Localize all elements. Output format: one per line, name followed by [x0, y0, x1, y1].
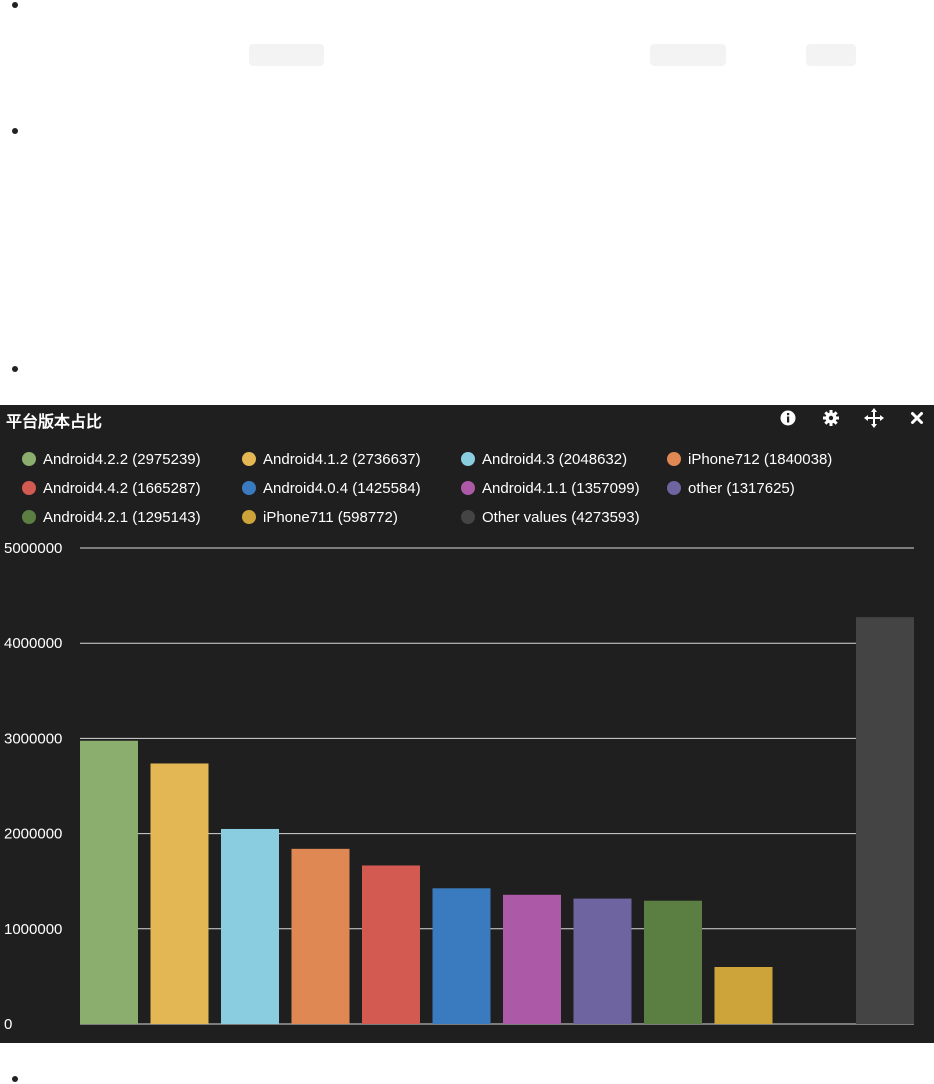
- legend-row: Android4.4.2 (1665287) Android4.0.4 (1425…: [22, 478, 922, 507]
- bar[interactable]: [714, 966, 773, 1024]
- y-tick-label: 2000000: [4, 826, 62, 843]
- y-tick-label: 3000000: [4, 730, 62, 747]
- legend-label: Other values (4273593): [482, 508, 640, 526]
- placeholder-block: [650, 44, 726, 66]
- legend-swatch: [242, 510, 256, 524]
- legend-swatch: [667, 481, 681, 495]
- y-tick-label: 5000000: [4, 540, 62, 557]
- bar[interactable]: [573, 898, 632, 1024]
- chart-widget: 平台版本占比: [0, 405, 934, 1043]
- legend-item[interactable]: Android4.0.4 (1425584): [242, 478, 421, 498]
- legend-label: Android4.1.1 (1357099): [482, 479, 640, 497]
- bar[interactable]: [80, 740, 138, 1024]
- legend-item[interactable]: Android4.1.1 (1357099): [461, 478, 640, 498]
- widget-title: 平台版本占比: [6, 414, 103, 431]
- list-bullet: [12, 366, 18, 372]
- gear-icon[interactable]: [820, 407, 842, 429]
- legend-item[interactable]: Android4.4.2 (1665287): [22, 478, 201, 498]
- legend-item[interactable]: Android4.2.2 (2975239): [22, 449, 201, 469]
- list-bullet: [12, 1076, 18, 1082]
- y-tick-label: 4000000: [4, 635, 62, 652]
- placeholder-block: [806, 44, 856, 66]
- legend-swatch: [22, 481, 36, 495]
- bar[interactable]: [644, 900, 702, 1024]
- legend-swatch: [22, 510, 36, 524]
- close-icon[interactable]: [906, 407, 928, 429]
- legend-swatch: [22, 452, 36, 466]
- placeholder-block: [249, 44, 324, 66]
- info-icon[interactable]: [777, 407, 799, 429]
- move-icon[interactable]: [863, 407, 885, 429]
- legend-swatch: [242, 452, 256, 466]
- legend-label: Android4.0.4 (1425584): [263, 479, 421, 497]
- bar[interactable]: [503, 894, 561, 1024]
- legend-row: Android4.2.2 (2975239) Android4.1.2 (2736…: [22, 449, 922, 478]
- bar[interactable]: [150, 763, 209, 1024]
- legend-label: Android4.1.2 (2736637): [263, 450, 421, 468]
- legend-item[interactable]: Android4.2.1 (1295143): [22, 507, 201, 527]
- bar[interactable]: [362, 865, 420, 1024]
- widget-titlebar: 平台版本占比: [0, 405, 934, 431]
- chart-legend: Android4.2.2 (2975239) Android4.1.2 (2736…: [22, 449, 922, 536]
- legend-swatch: [461, 452, 475, 466]
- bar[interactable]: [221, 828, 279, 1024]
- legend-label: other (1317625): [688, 479, 795, 497]
- legend-item[interactable]: Other values (4273593): [461, 507, 640, 527]
- legend-swatch: [461, 481, 475, 495]
- bar-chart-plot: 0 1000000 2000000 3000000 4000000 5000000: [4, 540, 914, 1033]
- legend-item[interactable]: iPhone712 (1840038): [667, 449, 832, 469]
- legend-swatch: [667, 452, 681, 466]
- y-tick-label: 1000000: [4, 921, 62, 938]
- legend-label: Android4.3 (2048632): [482, 450, 628, 468]
- legend-label: Android4.2.1 (1295143): [43, 508, 201, 526]
- legend-item[interactable]: iPhone711 (598772): [242, 507, 398, 527]
- legend-swatch: [242, 481, 256, 495]
- legend-label: Android4.2.2 (2975239): [43, 450, 201, 468]
- legend-row: Android4.2.1 (1295143) iPhone711 (598772)…: [22, 507, 922, 536]
- y-tick-label: 0: [4, 1016, 12, 1033]
- legend-label: iPhone712 (1840038): [688, 450, 833, 468]
- bar[interactable]: [856, 617, 914, 1024]
- legend-item[interactable]: Android4.3 (2048632): [461, 449, 627, 469]
- list-bullet: [12, 2, 18, 8]
- legend-item[interactable]: Android4.1.2 (2736637): [242, 449, 421, 469]
- legend-swatch: [461, 510, 475, 524]
- legend-label: Android4.4.2 (1665287): [43, 479, 201, 497]
- list-bullet: [12, 128, 18, 134]
- legend-label: iPhone711 (598772): [263, 508, 398, 526]
- legend-item[interactable]: other (1317625): [667, 478, 795, 498]
- bar[interactable]: [291, 848, 350, 1024]
- bar[interactable]: [432, 888, 491, 1024]
